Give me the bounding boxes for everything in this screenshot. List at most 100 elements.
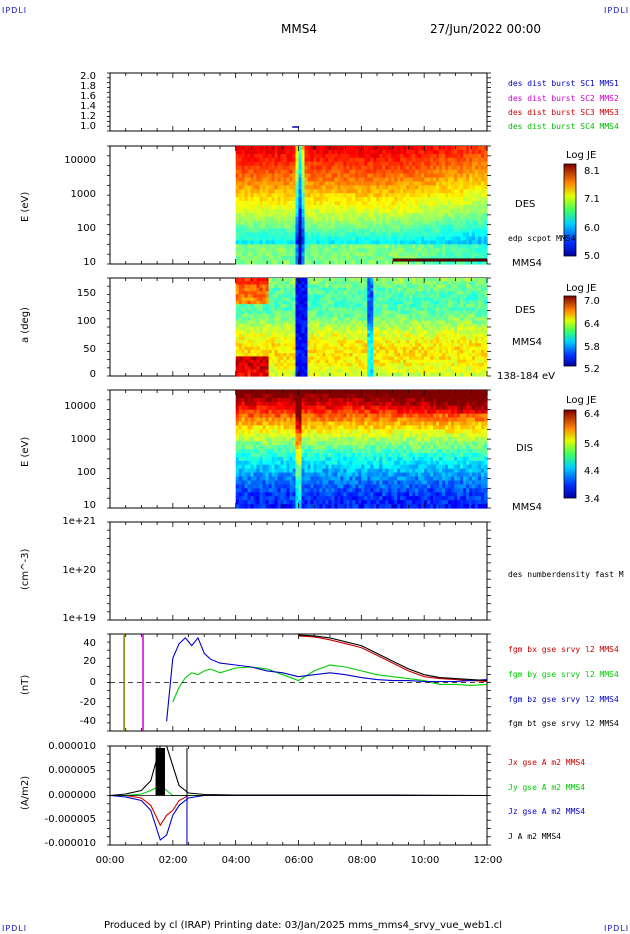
heat-p1-cell (484, 181, 488, 186)
heat-p1-cell (439, 220, 443, 226)
heat-p2-cell (415, 323, 419, 328)
heat-p2-cell (316, 307, 321, 312)
heat-p2-cell (244, 310, 249, 315)
heat-p1-cell (361, 197, 365, 202)
heat-p2-cell (424, 362, 428, 367)
heat-p1-cell (394, 248, 398, 253)
heat-p2-cell (262, 287, 267, 292)
heat-p2-cell (400, 304, 404, 308)
heat-p1-cell (298, 169, 303, 175)
heat-p2-cell (469, 317, 473, 322)
heat-p2-cell (391, 284, 395, 289)
heat-p1-cell (307, 197, 312, 202)
heat-p2-cell (379, 366, 383, 371)
heat-p1-cell (454, 161, 458, 167)
heat-p1-cell (481, 149, 485, 155)
heat-p2-cell (460, 359, 464, 364)
heat-p2-cell (292, 287, 297, 292)
heat-p1-cell (403, 149, 407, 155)
heat-p2-cell (250, 323, 255, 328)
heat-p2-cell (403, 307, 407, 312)
heat-p1-cell (271, 181, 276, 186)
heat-p2-cell (463, 294, 467, 299)
heat-p2-cell (358, 310, 362, 315)
heat-p2-cell (403, 323, 407, 328)
heat-p1-cell (349, 201, 353, 206)
heat-p2-cell (313, 307, 318, 312)
heat-p2-cell (469, 304, 473, 308)
heat-p1-cell (460, 224, 464, 230)
heat-p2-cell (451, 356, 455, 361)
heat-p2-cell (256, 372, 261, 377)
heat-p1-cell (442, 208, 446, 214)
heat-p1-cell (484, 197, 488, 202)
heat-p2-cell (451, 346, 455, 351)
heat-p1-cell (286, 224, 291, 230)
heat-p1-cell (451, 173, 455, 178)
heat-p2-cell (415, 307, 419, 312)
heat-p2-cell (331, 359, 335, 364)
heat-p1-cell (355, 165, 359, 171)
heat-p1-cell (289, 146, 294, 151)
heat-p2-cell (418, 356, 422, 361)
heat-p1-cell (313, 149, 318, 155)
heat-p2-cell (283, 366, 288, 371)
heat-p1-cell (256, 224, 261, 230)
heat-p2-cell (307, 343, 312, 348)
heat-p2-cell (394, 359, 398, 364)
heat-p2-cell (364, 320, 368, 325)
heat-p2-cell (460, 284, 464, 289)
heat-p2-cell (448, 284, 452, 289)
heat-p1-cell (379, 212, 383, 218)
heat-p2-cell (448, 330, 452, 335)
heat-p2-cell (352, 297, 356, 302)
heat-p2-cell (292, 349, 297, 354)
heat-p2-cell (364, 300, 368, 305)
heat-p2-cell (373, 297, 377, 302)
heat-p1-cell (358, 232, 362, 237)
heat-p2-cell (379, 313, 383, 318)
heat-p1-cell (397, 153, 401, 159)
heat-p2-cell (304, 366, 309, 371)
heat-p2-cell (358, 317, 362, 322)
heat-p2-cell (442, 281, 446, 286)
heat-p2-cell (235, 359, 240, 364)
heat-p1-cell (295, 161, 300, 167)
heat-p2-cell (430, 359, 434, 364)
heat-p1-cell (322, 181, 326, 186)
heat-p2-cell (466, 310, 470, 315)
heat-p2-cell (454, 359, 458, 364)
heat-p1-cell (292, 236, 297, 241)
heat-p2-cell (352, 343, 356, 348)
heat-p1-cell (358, 181, 362, 186)
heat-p1-cell (259, 248, 264, 253)
heat-p1-cell (253, 205, 258, 210)
heat-p1-cell (316, 161, 321, 167)
heat-p1-cell (241, 260, 246, 265)
heat-p2-cell (454, 346, 458, 351)
heat-p2-cell (373, 278, 377, 282)
heat-p2-cell (481, 278, 485, 282)
heat-p2-cell (310, 278, 315, 282)
heat-p2-cell (442, 359, 446, 364)
heat-p2-cell (295, 281, 300, 286)
heat-p2-cell (415, 356, 419, 361)
heat-p1-cell (379, 228, 383, 234)
heat-p2-cell (466, 294, 470, 299)
heat-p1-cell (472, 212, 476, 218)
heat-p2-cell (277, 356, 282, 361)
heat-p1-cell (358, 224, 362, 230)
heat-p2-cell (271, 372, 276, 377)
heat-p1-cell (268, 232, 273, 237)
heat-p2-cell (283, 330, 288, 335)
heat-p2-cell (265, 330, 270, 335)
heat-p2-cell (448, 349, 452, 354)
heat-p1-cell (235, 169, 240, 175)
heat-p2-cell (238, 359, 243, 364)
heat-p2-cell (289, 320, 294, 325)
heat-p1-cell (424, 256, 428, 261)
heat-p2-cell (364, 313, 368, 318)
heat-p2-cell (469, 336, 473, 341)
heat-p2-cell (259, 310, 264, 315)
heat-p2-cell (370, 281, 374, 286)
